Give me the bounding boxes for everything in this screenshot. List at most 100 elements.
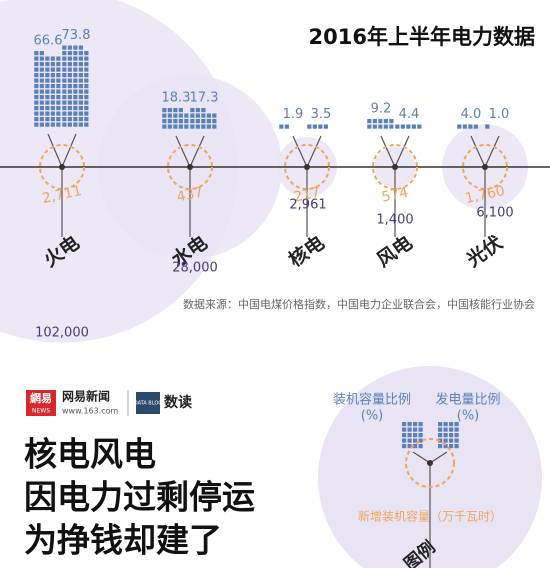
legend-dot bbox=[402, 433, 407, 438]
total: 1,400 bbox=[376, 213, 413, 228]
dot bbox=[395, 124, 400, 129]
share-label: 1.9 bbox=[283, 107, 304, 122]
dot bbox=[50, 106, 55, 111]
dot bbox=[56, 95, 61, 100]
legend-dot bbox=[402, 438, 407, 443]
dot bbox=[195, 113, 200, 118]
dot bbox=[34, 89, 39, 94]
dot bbox=[39, 89, 44, 94]
dot bbox=[73, 67, 78, 72]
data-blog-box bbox=[136, 392, 160, 414]
legend-dot bbox=[407, 422, 412, 427]
legend-dot bbox=[407, 438, 412, 443]
dot bbox=[45, 117, 50, 122]
dot bbox=[34, 111, 39, 116]
new-capacity: 437 bbox=[175, 184, 204, 205]
dot bbox=[206, 119, 211, 124]
dot bbox=[67, 106, 72, 111]
dot bbox=[39, 73, 44, 78]
dot bbox=[468, 124, 473, 129]
center-dot bbox=[392, 164, 398, 170]
dot-grid bbox=[190, 108, 217, 129]
dot bbox=[67, 100, 72, 105]
dot bbox=[39, 117, 44, 122]
dot bbox=[367, 119, 372, 124]
legend-dot bbox=[454, 433, 459, 438]
dot bbox=[73, 111, 78, 116]
dot bbox=[62, 95, 67, 100]
dot bbox=[372, 124, 377, 129]
dot bbox=[39, 84, 44, 89]
dot bbox=[62, 84, 67, 89]
dot bbox=[167, 108, 172, 113]
dot bbox=[62, 62, 67, 67]
dot bbox=[34, 73, 39, 78]
dot bbox=[178, 119, 183, 124]
legend-dot bbox=[418, 444, 423, 449]
legend-capacity-unit: (%) bbox=[361, 409, 384, 424]
legend-dot bbox=[438, 422, 443, 427]
dot bbox=[56, 56, 61, 61]
dot bbox=[206, 113, 211, 118]
dot bbox=[45, 95, 50, 100]
dot bbox=[195, 108, 200, 113]
headline: 核电风电 bbox=[24, 435, 156, 474]
dot bbox=[389, 124, 394, 129]
dot bbox=[389, 119, 394, 124]
dot bbox=[406, 124, 411, 129]
dot bbox=[67, 111, 72, 116]
dot bbox=[212, 119, 217, 124]
dot bbox=[73, 51, 78, 56]
new-capacity: 217 bbox=[292, 184, 321, 205]
dot bbox=[62, 100, 67, 105]
legend-dot bbox=[418, 433, 423, 438]
dot bbox=[73, 73, 78, 78]
dot bbox=[73, 84, 78, 89]
total: 2,961 bbox=[289, 198, 326, 213]
dot bbox=[184, 119, 189, 124]
legend-dot bbox=[438, 427, 443, 432]
dot bbox=[56, 122, 61, 127]
dot bbox=[162, 113, 167, 118]
dot bbox=[378, 119, 383, 124]
dot bbox=[34, 67, 39, 72]
dot bbox=[39, 56, 44, 61]
dot-grid bbox=[162, 108, 189, 129]
dot bbox=[45, 67, 50, 72]
dot bbox=[78, 106, 83, 111]
dot-grid bbox=[457, 124, 478, 129]
dot-grid bbox=[307, 124, 328, 129]
dot bbox=[50, 84, 55, 89]
dot bbox=[62, 106, 67, 111]
dot bbox=[62, 111, 67, 116]
dot bbox=[67, 51, 72, 56]
dot bbox=[45, 122, 50, 127]
dot bbox=[34, 51, 39, 56]
center-dot bbox=[187, 164, 193, 170]
dot bbox=[178, 108, 183, 113]
dot bbox=[67, 122, 72, 127]
share-label: 9.2 bbox=[371, 102, 392, 117]
dot bbox=[39, 106, 44, 111]
dot bbox=[67, 73, 72, 78]
dot bbox=[84, 117, 89, 122]
dot bbox=[67, 84, 72, 89]
dot bbox=[190, 113, 195, 118]
dot bbox=[84, 51, 89, 56]
dot bbox=[312, 124, 317, 129]
dot bbox=[212, 113, 217, 118]
dot bbox=[173, 113, 178, 118]
dot bbox=[201, 124, 206, 129]
dot-grid bbox=[395, 124, 422, 129]
dot bbox=[383, 124, 388, 129]
legend-dot bbox=[454, 438, 459, 443]
logo-sub: NEWS bbox=[32, 408, 50, 415]
new-capacity-ring bbox=[39, 144, 85, 190]
total: 28,000 bbox=[172, 261, 218, 276]
title: 2016年上半年电力数据 bbox=[309, 25, 535, 49]
new-capacity: 574 bbox=[380, 184, 410, 205]
dot-grid bbox=[367, 119, 394, 129]
dot bbox=[39, 122, 44, 127]
center-dot bbox=[304, 164, 310, 170]
